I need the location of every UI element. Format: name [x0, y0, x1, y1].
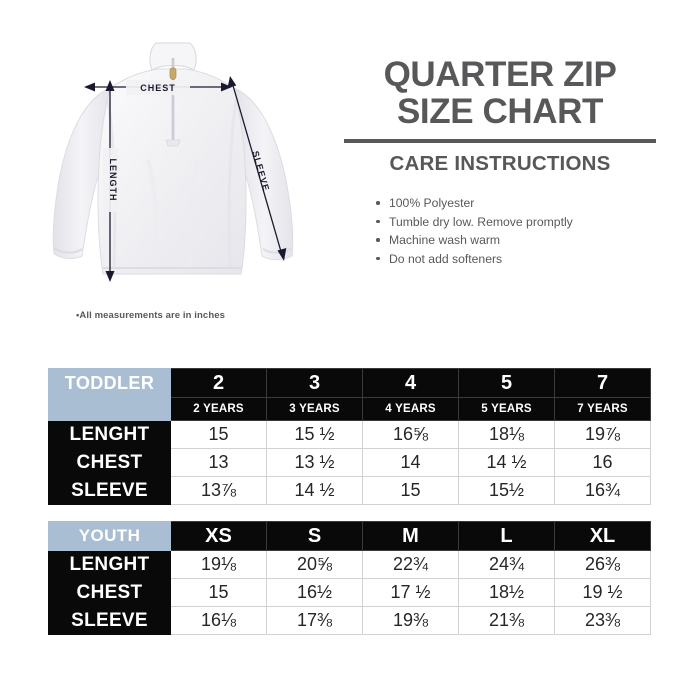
toddler-row-label: SLEEVE: [48, 476, 171, 505]
youth-cell: 19⅛: [170, 550, 267, 579]
youth-size-table-wrapper: YOUTH XS S M L XL LENGHT 19⅛ 20⅝ 22¾ 24¾…: [48, 521, 651, 635]
toddler-size-table: TODDLER 2 3 4 5 7 2 YEARS 3 YEARS 4 YEAR…: [48, 368, 651, 505]
youth-cell: 17 ½: [362, 578, 459, 607]
toddler-age-header: 2 YEARS: [170, 397, 267, 421]
care-instructions-list: 100% Polyester Tumble dry low. Remove pr…: [344, 194, 656, 268]
youth-cell: 16⅛: [170, 606, 267, 635]
measurement-footnote: •All measurements are in inches: [76, 310, 225, 321]
toddler-cell: 18⅛: [458, 420, 555, 449]
youth-size-table: YOUTH XS S M L XL LENGHT 19⅛ 20⅝ 22¾ 24¾…: [48, 521, 651, 635]
toddler-cell: 16⅝: [362, 420, 459, 449]
page-title-line1: QUARTER ZIP: [383, 55, 617, 94]
care-item: 100% Polyester: [376, 194, 656, 213]
youth-cell: 20⅝: [266, 550, 363, 579]
toddler-size-header: 3: [266, 368, 363, 398]
toddler-cell: 19⅞: [554, 420, 651, 449]
youth-size-header: S: [266, 521, 363, 551]
youth-cell: 24¾: [458, 550, 555, 579]
youth-cell: 19 ½: [554, 578, 651, 607]
length-measure-arrow: LENGTH: [103, 80, 118, 282]
toddler-cell: 13 ½: [266, 448, 363, 477]
toddler-size-table-wrapper: TODDLER 2 3 4 5 7 2 YEARS 3 YEARS 4 YEAR…: [48, 368, 651, 505]
zipper-pull: [169, 67, 177, 80]
youth-size-header: L: [458, 521, 555, 551]
table-row-ages: 2 YEARS 3 YEARS 4 YEARS 5 YEARS 7 YEARS: [48, 397, 651, 421]
table-row-sizes: TODDLER 2 3 4 5 7: [48, 368, 651, 398]
toddler-size-header: 7: [554, 368, 651, 398]
toddler-row-label: LENGHT: [48, 420, 171, 449]
body-shape: [97, 68, 247, 275]
youth-row-label: LENGHT: [48, 550, 171, 579]
youth-cell: 26⅜: [554, 550, 651, 579]
toddler-cell: 13⅞: [170, 476, 267, 505]
page-title-line2: SIZE CHART: [396, 92, 603, 131]
toddler-cell: 14 ½: [266, 476, 363, 505]
toddler-age-header: 4 YEARS: [362, 397, 459, 421]
toddler-cell: 13: [170, 448, 267, 477]
quarter-zip-drawing: CHEST LENGTH SLEEVE: [52, 42, 294, 282]
toddler-size-header: 5: [458, 368, 555, 398]
toddler-cell: 15 ½: [266, 420, 363, 449]
toddler-cell: 16: [554, 448, 651, 477]
toddler-row-label: CHEST: [48, 448, 171, 477]
table-row: SLEEVE 16⅛ 17⅜ 19⅜ 21⅜ 23⅜: [48, 606, 651, 635]
toddler-cell: 15: [170, 420, 267, 449]
toddler-age-header: 3 YEARS: [266, 397, 363, 421]
toddler-cell: 14: [362, 448, 459, 477]
table-row: CHEST 15 16½ 17 ½ 18½ 19 ½: [48, 578, 651, 607]
right-sleeve-shape: [233, 87, 294, 261]
youth-cell: 17⅜: [266, 606, 363, 635]
youth-cell: 16½: [266, 578, 363, 607]
table-row: CHEST 13 13 ½ 14 14 ½ 16: [48, 448, 651, 477]
header-panel: QUARTER ZIP SIZE CHART CARE INSTRUCTIONS…: [344, 56, 656, 268]
youth-cell: 15: [170, 578, 267, 607]
toddler-cell: 15: [362, 476, 459, 505]
toddler-size-header: 2: [170, 368, 267, 398]
youth-size-header: M: [362, 521, 459, 551]
youth-group-label: YOUTH: [48, 521, 171, 551]
care-instructions-title: CARE INSTRUCTIONS: [389, 152, 611, 175]
youth-cell: 18½: [458, 578, 555, 607]
toddler-age-header: 7 YEARS: [554, 397, 651, 421]
title-divider: [344, 139, 656, 143]
left-sleeve-shape: [52, 87, 111, 259]
care-item: Do not add softeners: [376, 250, 656, 269]
toddler-age-header: 5 YEARS: [458, 397, 555, 421]
toddler-blank-cell: [48, 397, 171, 421]
care-item: Tumble dry low. Remove promptly: [376, 213, 656, 232]
table-row-sizes: YOUTH XS S M L XL: [48, 521, 651, 551]
youth-row-label: SLEEVE: [48, 606, 171, 635]
garment-illustration: CHEST LENGTH SLEEVE •All measurements ar…: [48, 40, 318, 335]
table-row: LENGHT 15 15 ½ 16⅝ 18⅛ 19⅞: [48, 420, 651, 449]
youth-cell: 23⅜: [554, 606, 651, 635]
toddler-group-label: TODDLER: [48, 368, 171, 398]
youth-row-label: CHEST: [48, 578, 171, 607]
toddler-cell: 16¾: [554, 476, 651, 505]
toddler-cell: 14 ½: [458, 448, 555, 477]
chest-label: CHEST: [140, 83, 176, 93]
table-row: LENGHT 19⅛ 20⅝ 22¾ 24¾ 26⅜: [48, 550, 651, 579]
youth-cell: 22¾: [362, 550, 459, 579]
table-row: SLEEVE 13⅞ 14 ½ 15 15½ 16¾: [48, 476, 651, 505]
toddler-cell: 15½: [458, 476, 555, 505]
care-item: Machine wash warm: [376, 231, 656, 250]
youth-size-header: XL: [554, 521, 651, 551]
youth-cell: 19⅜: [362, 606, 459, 635]
youth-size-header: XS: [170, 521, 267, 551]
toddler-size-header: 4: [362, 368, 459, 398]
length-label: LENGTH: [108, 159, 118, 202]
youth-cell: 21⅜: [458, 606, 555, 635]
